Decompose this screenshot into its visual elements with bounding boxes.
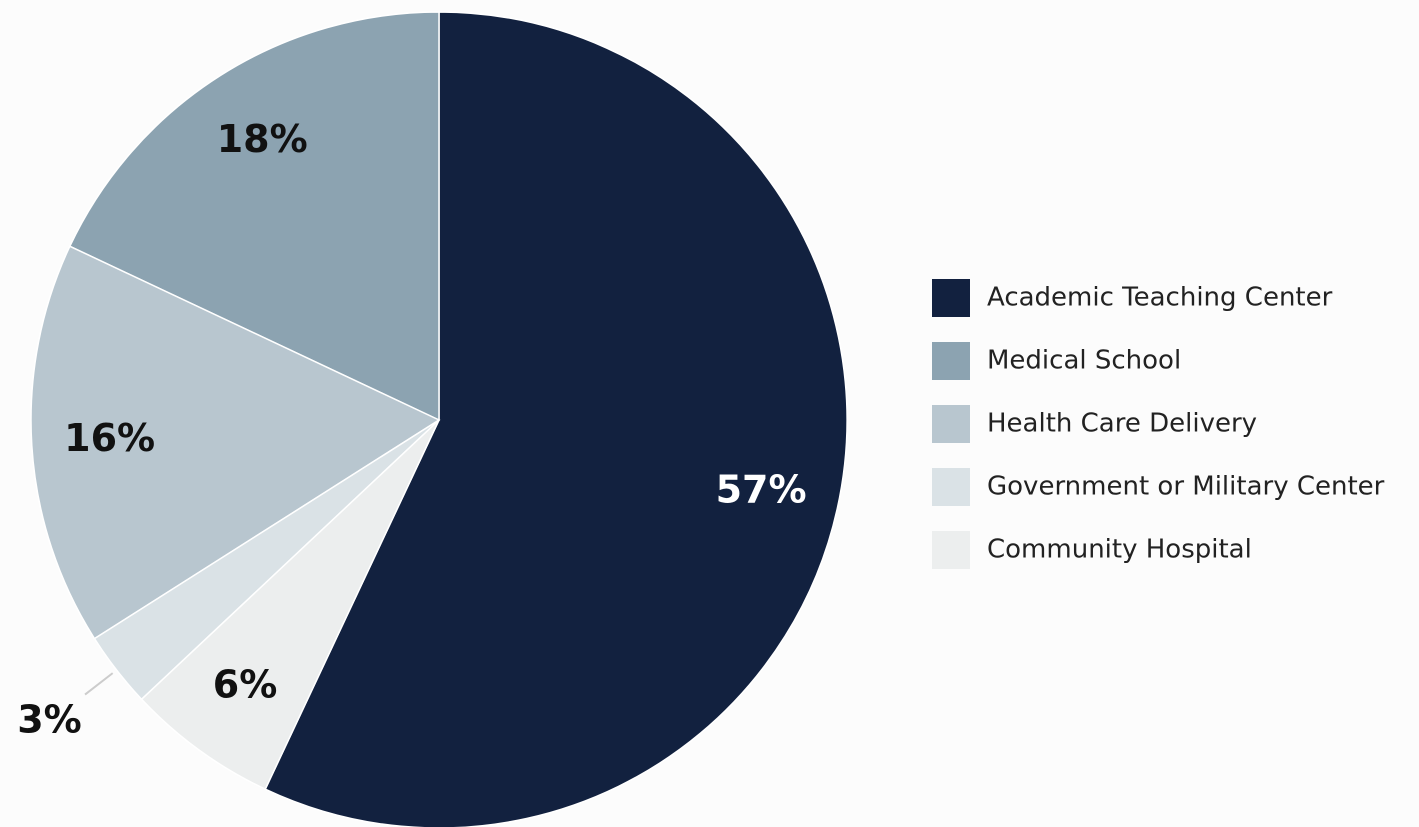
legend-label: Medical School [987, 346, 1181, 376]
data-label: 57% [716, 467, 807, 511]
legend-label: Government or Military Center [987, 472, 1385, 502]
leader-line [84, 672, 114, 696]
legend-swatch [932, 405, 970, 443]
legend-swatch [932, 279, 970, 317]
legend-label: Community Hospital [987, 535, 1252, 565]
pie-slice [30, 245, 441, 640]
data-label: 16% [64, 416, 155, 460]
legend-swatch [932, 468, 970, 506]
legend-swatch [932, 531, 970, 569]
legend-swatch [932, 342, 970, 380]
legend-label: Academic Teaching Center [987, 283, 1333, 313]
pie-slice [264, 11, 848, 827]
data-label: 3% [17, 698, 82, 742]
data-label: 18% [217, 117, 308, 161]
data-label: 6% [213, 662, 278, 706]
legend-label: Health Care Delivery [987, 409, 1257, 439]
pie-slice [140, 419, 440, 791]
pie-slice [68, 11, 440, 422]
